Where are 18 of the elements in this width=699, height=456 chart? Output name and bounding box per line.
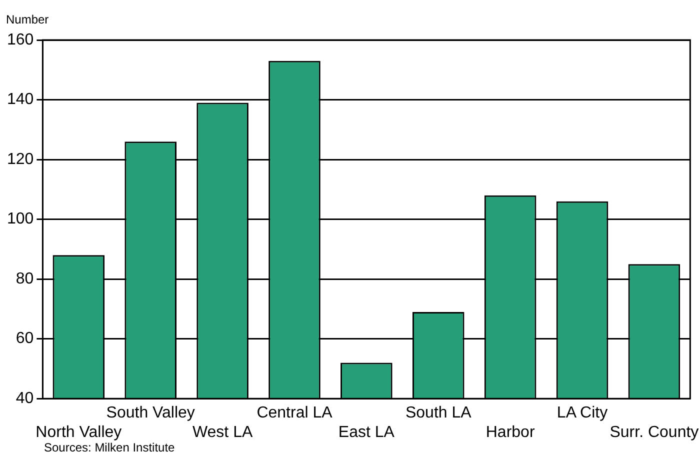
x-tick-label: Central LA (256, 404, 333, 422)
x-tick-label: West LA (192, 424, 253, 441)
y-axis-title: Number (6, 12, 49, 26)
y-tick-label: 40 (16, 390, 34, 408)
y-tick-label: 120 (6, 150, 34, 168)
x-tick-label: East LA (338, 424, 395, 441)
y-tick-label: 80 (16, 270, 34, 288)
x-tick-label: Harbor (486, 424, 536, 441)
y-tick-label: 60 (16, 330, 34, 348)
x-tick-label: LA City (556, 404, 608, 422)
x-tick-label: South LA (405, 404, 472, 422)
source-note: Sources: Milken Institute (44, 440, 176, 454)
x-tick-label: Surr. County (610, 424, 699, 441)
x-tick-label: South Valley (106, 404, 195, 422)
x-tick-label: North Valley (36, 424, 122, 441)
y-tick-label: 160 (6, 31, 34, 48)
y-tick-label: 140 (6, 91, 34, 108)
y-tick-label: 100 (6, 210, 34, 228)
